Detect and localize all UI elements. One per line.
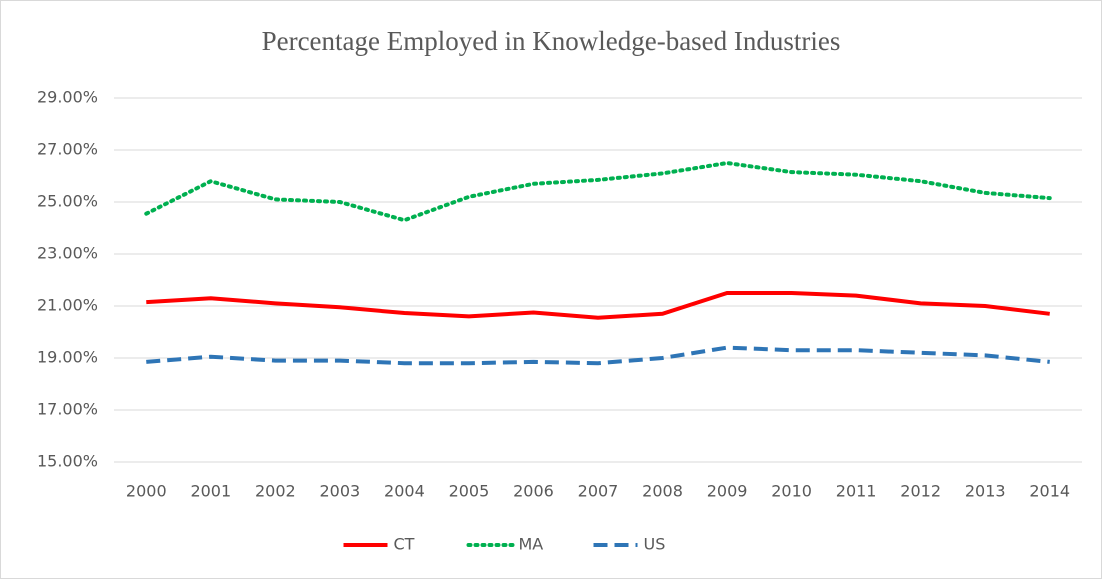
y-tick-label: 23.00% bbox=[37, 244, 98, 263]
series-line bbox=[146, 291, 1050, 320]
x-tick-label: 2001 bbox=[190, 482, 231, 501]
y-tick-label: 17.00% bbox=[37, 400, 98, 419]
x-tick-label: 2010 bbox=[771, 482, 812, 501]
x-tick-label: 2004 bbox=[384, 482, 425, 501]
y-tick-label: 19.00% bbox=[37, 348, 98, 367]
x-tick-label: 2009 bbox=[707, 482, 748, 501]
x-tick-label: 2005 bbox=[449, 482, 490, 501]
y-tick-label: 15.00% bbox=[37, 452, 98, 471]
x-tick-label: 2000 bbox=[126, 482, 167, 501]
x-tick-label: 2003 bbox=[320, 482, 361, 501]
legend-label: CT bbox=[394, 535, 415, 554]
legend-label: MA bbox=[519, 535, 544, 554]
x-tick-label: 2007 bbox=[578, 482, 619, 501]
x-tick-label: 2008 bbox=[642, 482, 683, 501]
y-tick-label: 21.00% bbox=[37, 296, 98, 315]
x-tick-label: 2012 bbox=[900, 482, 941, 501]
series-line bbox=[146, 345, 1050, 366]
legend-label: US bbox=[644, 535, 666, 554]
x-tick-label: 2013 bbox=[965, 482, 1006, 501]
y-tick-label: 29.00% bbox=[37, 88, 98, 107]
x-tick-label: 2006 bbox=[513, 482, 554, 501]
y-tick-label: 27.00% bbox=[37, 140, 98, 159]
x-tick-label: 2014 bbox=[1029, 482, 1070, 501]
y-tick-label: 25.00% bbox=[37, 192, 98, 211]
series-line bbox=[144, 160, 1052, 223]
x-tick-label: 2002 bbox=[255, 482, 296, 501]
chart-title: Percentage Employed in Knowledge-based I… bbox=[262, 26, 841, 56]
x-tick-label: 2011 bbox=[836, 482, 877, 501]
